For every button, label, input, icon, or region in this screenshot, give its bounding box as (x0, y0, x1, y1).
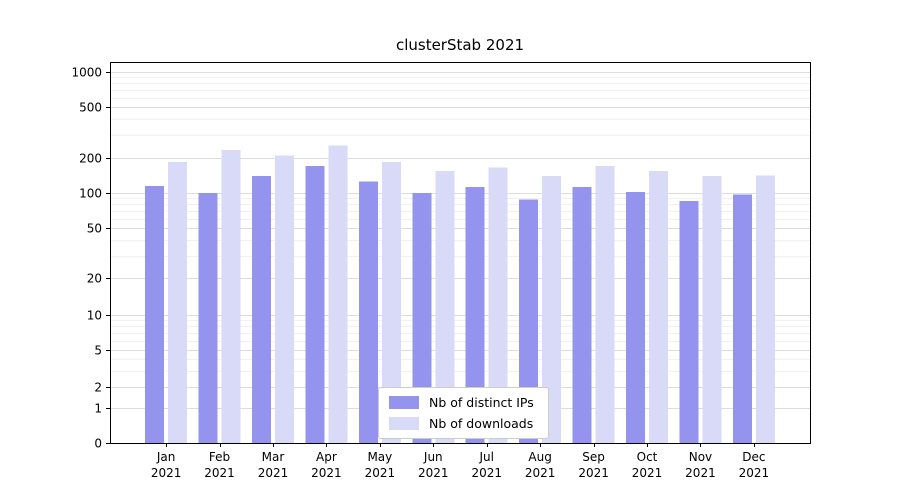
bar-distinct-ips (198, 193, 218, 443)
x-tick-label-month: Oct (637, 450, 658, 464)
x-tick-label-year: 2021 (151, 466, 182, 480)
bar-downloads (649, 170, 668, 443)
x-tick-label-year: 2021 (471, 466, 502, 480)
x-tick-label-year: 2021 (311, 466, 342, 480)
x-tick-label-year: 2021 (204, 466, 235, 480)
bar-downloads (168, 161, 188, 443)
bar-distinct-ips (732, 194, 752, 443)
y-tick-label: 100 (79, 187, 102, 201)
legend: Nb of distinct IPs Nb of downloads (378, 387, 549, 439)
x-tick-label-year: 2021 (578, 466, 609, 480)
chart-title: clusterStab 2021 (395, 36, 525, 54)
bar-downloads (328, 145, 348, 443)
axis-frame (110, 62, 811, 444)
legend-swatch-distinct-ips (389, 396, 419, 409)
x-tick-label-year: 2021 (418, 466, 449, 480)
bar-downloads (435, 170, 455, 443)
x-tick-label-month: Feb (209, 450, 230, 464)
bar-downloads (702, 176, 722, 443)
x-tick-label-month: Dec (742, 450, 765, 464)
x-tick-label-year: 2021 (632, 466, 663, 480)
bar-distinct-ips (145, 185, 165, 443)
x-tick-label-month: Mar (262, 450, 285, 464)
y-tick-label: 200 (79, 152, 102, 166)
bar-downloads (595, 166, 615, 443)
y-tick-label: 0 (94, 437, 102, 451)
y-tick-label: 1 (94, 402, 102, 416)
bar-downloads (488, 167, 508, 443)
bar-downloads (755, 175, 775, 444)
x-tick-label-month: Jan (156, 450, 176, 464)
bar-downloads (275, 155, 294, 444)
x-tick-label-month: Nov (689, 450, 712, 464)
bar-distinct-ips (519, 199, 539, 443)
x-tick-label-month: Apr (316, 450, 337, 464)
bar-downloads (542, 176, 562, 443)
bar-downloads (221, 150, 241, 443)
legend-swatch-downloads (389, 417, 419, 430)
bar-distinct-ips (252, 176, 271, 443)
x-tick-label-year: 2021 (365, 466, 396, 480)
y-tick-label: 10 (87, 309, 102, 323)
bar-distinct-ips (305, 166, 325, 443)
legend-item-downloads: Nb of downloads (389, 416, 534, 431)
y-tick-label: 20 (87, 272, 102, 286)
bar-distinct-ips (572, 186, 592, 444)
x-tick-label-month: Sep (582, 450, 605, 464)
legend-label-downloads: Nb of downloads (429, 416, 534, 431)
bar-distinct-ips (412, 193, 432, 443)
x-tick-label-year: 2021 (685, 466, 716, 480)
x-tick-label-month: Aug (528, 450, 551, 464)
bar-downloads (381, 161, 401, 443)
x-tick-label-month: Jul (478, 450, 493, 464)
y-tick-label: 500 (79, 101, 102, 115)
legend-label-distinct-ips: Nb of distinct IPs (429, 395, 534, 410)
bar-distinct-ips (626, 192, 645, 443)
x-tick-label-month: May (367, 450, 392, 464)
bar-distinct-ips (465, 186, 485, 444)
y-tick-label: 2 (94, 381, 102, 395)
bar-distinct-ips (358, 181, 378, 443)
x-tick-label-month: Jun (423, 450, 443, 464)
y-tick-label: 1000 (71, 66, 102, 80)
bar-distinct-ips (679, 201, 699, 443)
x-tick-label-year: 2021 (258, 466, 289, 480)
x-tick-label-year: 2021 (525, 466, 556, 480)
x-tick-label-year: 2021 (739, 466, 770, 480)
y-tick-label: 50 (87, 222, 102, 236)
legend-item-distinct-ips: Nb of distinct IPs (389, 395, 534, 410)
y-tick-label: 5 (94, 344, 102, 358)
